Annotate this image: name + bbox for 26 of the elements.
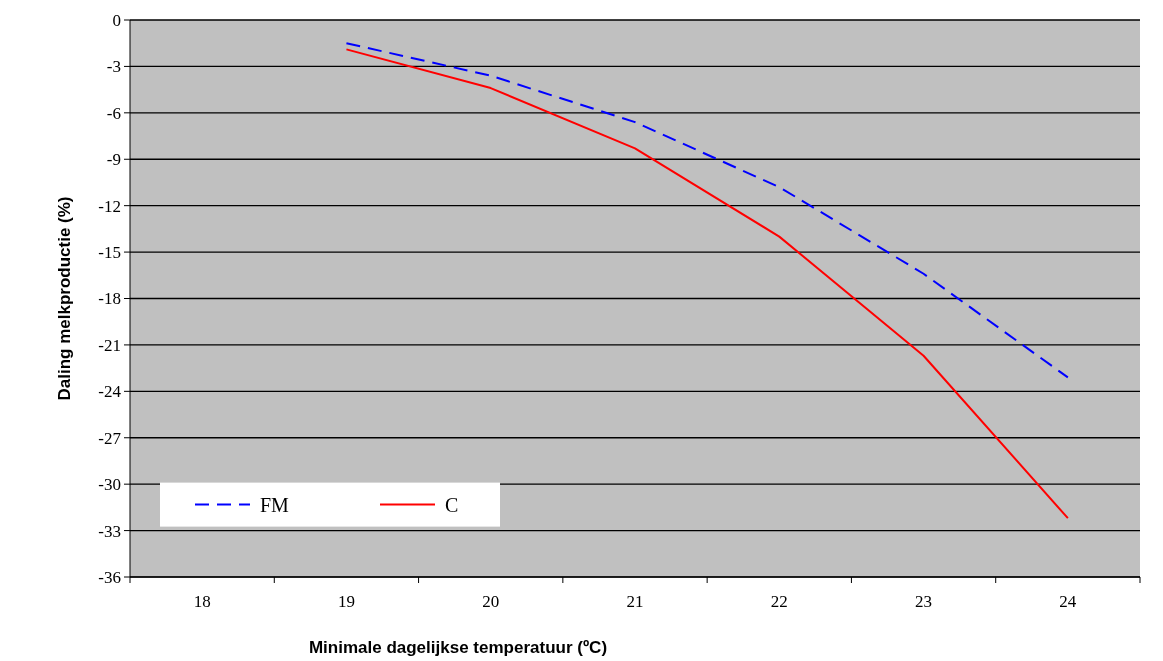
x-tick-label: 24: [1059, 592, 1077, 611]
x-tick-label: 21: [626, 592, 644, 611]
x-axis-title: Minimale dagelijkse temperatuur (ºC): [308, 638, 608, 657]
x-tick-label: 18: [193, 592, 211, 611]
y-tick-label: -36: [98, 567, 121, 587]
line-series: [345, 48, 1069, 520]
x-tick-label: 22: [770, 592, 788, 611]
y-tick-label: -27: [98, 428, 122, 448]
x-tick-label: 20: [482, 592, 500, 611]
line-series: [345, 42, 1069, 379]
y-tick-label: -24: [98, 382, 122, 402]
x-tick-label: 19: [337, 592, 355, 611]
y-axis-title: Daling melkproductie (%): [55, 196, 74, 401]
y-tick-label: -18: [98, 289, 121, 309]
y-tick-label: -30: [98, 475, 121, 495]
x-tick-label: 23: [915, 592, 933, 611]
y-tick-label: -6: [106, 103, 121, 123]
legend-label: C: [445, 493, 459, 516]
y-tick-label: -33: [98, 521, 121, 541]
y-tick-label: -12: [98, 196, 121, 216]
y-tick-label: -21: [98, 335, 121, 355]
y-tick-label: -3: [106, 57, 121, 77]
y-tick-label: 0: [112, 10, 121, 30]
y-tick-label: -15: [98, 243, 121, 263]
y-tick-label: -9: [106, 150, 121, 170]
legend-label: FM: [260, 493, 290, 516]
